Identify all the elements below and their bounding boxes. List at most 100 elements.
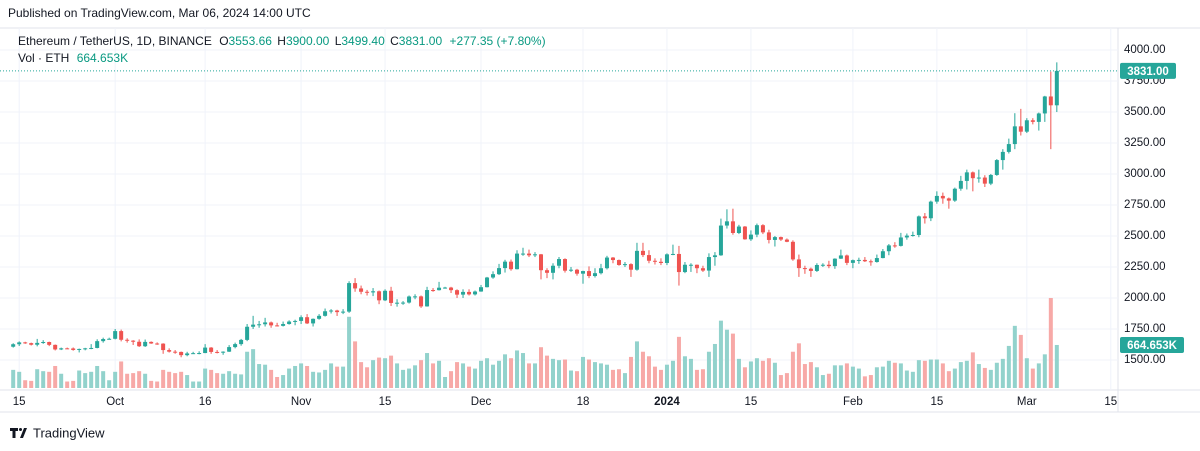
volume-bar <box>724 329 729 388</box>
volume-bar <box>281 375 286 388</box>
price-tag: 3831.00 <box>1127 66 1169 78</box>
candle-body <box>125 339 130 341</box>
volume-bar <box>1018 334 1023 388</box>
legend-key: H <box>277 34 286 48</box>
volume-bar <box>155 381 160 388</box>
volume-bar <box>431 363 436 388</box>
candle-body <box>467 291 472 295</box>
volume-bar <box>59 373 64 388</box>
volume-bar <box>521 353 526 388</box>
candle-body <box>17 342 22 345</box>
candle-body <box>377 291 382 301</box>
volume-bar <box>485 358 490 388</box>
volume-bar <box>107 380 112 388</box>
candle-body <box>916 216 921 235</box>
candle-body <box>934 195 939 202</box>
candle-body <box>760 225 765 233</box>
legend-open: 3553.66 <box>229 34 273 48</box>
y-tick-label: 1750.00 <box>1124 323 1166 335</box>
volume-bar <box>652 366 657 388</box>
x-tick-label: Mar <box>1017 396 1037 408</box>
x-tick-label: 15 <box>1104 396 1117 408</box>
candle-body <box>491 274 496 278</box>
candle-body <box>796 259 801 269</box>
candle-body <box>29 343 34 345</box>
candle-body <box>700 268 705 271</box>
volume-bar <box>784 373 789 388</box>
volume-bar <box>383 358 388 388</box>
volume-bar <box>161 369 166 388</box>
volume-bar <box>1030 368 1035 388</box>
volume-bar <box>742 367 747 388</box>
x-tick-label: 2024 <box>654 396 680 408</box>
volume-bar <box>503 354 508 388</box>
volume-tag: 664.653K <box>1127 340 1178 352</box>
volume-bar <box>754 358 759 388</box>
x-tick-label: 15 <box>13 396 26 408</box>
volume-bar <box>227 371 232 388</box>
candle-body <box>610 257 615 261</box>
candle-body <box>473 291 478 295</box>
volume-bar <box>245 351 250 388</box>
volume-bar <box>29 380 34 388</box>
candle-body <box>1054 70 1059 106</box>
legend-low: 3499.40 <box>341 34 385 48</box>
volume-bar <box>778 375 783 388</box>
volume-bar <box>413 365 418 388</box>
candle-body <box>844 255 849 263</box>
candle-body <box>443 287 448 289</box>
candle-body <box>41 342 46 344</box>
candle-body <box>718 225 723 256</box>
volume-bar <box>275 376 280 388</box>
volume-bar <box>844 363 849 388</box>
candle-body <box>1012 126 1017 145</box>
volume-bar <box>173 373 178 388</box>
candle-body <box>47 342 52 345</box>
candle-body <box>197 353 202 355</box>
candle-body <box>425 290 430 307</box>
volume-bar <box>1036 363 1041 388</box>
volume-bar <box>437 360 442 388</box>
candle-body <box>814 264 819 271</box>
volume-bar <box>706 351 711 388</box>
candle-body <box>353 283 358 289</box>
candle-body <box>233 344 238 348</box>
candle-body <box>742 226 747 240</box>
volume-bar <box>467 366 472 388</box>
candle-body <box>706 257 711 271</box>
volume-bar <box>77 370 82 388</box>
candle-body <box>676 253 681 273</box>
candle-body <box>1042 96 1047 114</box>
volume-bar <box>47 371 52 388</box>
volume-bar <box>658 369 663 388</box>
logo-icon <box>10 428 27 438</box>
volume-bar <box>365 367 370 388</box>
volume-bar <box>359 362 364 388</box>
volume-bar <box>71 380 76 388</box>
candle-body <box>239 339 244 345</box>
volume-bar <box>515 350 520 388</box>
candle-body <box>257 324 262 326</box>
volume-bar <box>389 355 394 388</box>
volume-bar <box>1042 354 1047 388</box>
candle-body <box>281 324 286 326</box>
volume-legend: Vol · ETH 664.653K <box>18 51 128 65</box>
y-tick-label: 2250.00 <box>1124 261 1166 273</box>
volume-bar <box>604 364 609 388</box>
candle-body <box>365 291 370 293</box>
legend-key: O <box>219 34 228 48</box>
volume-bar <box>856 368 861 388</box>
candle-body <box>527 253 532 256</box>
candle-body <box>838 255 843 259</box>
volume-bar <box>473 368 478 388</box>
candle-body <box>23 342 28 344</box>
candles <box>11 62 1059 358</box>
y-tick-label: 2500.00 <box>1124 230 1166 242</box>
volume-bar <box>263 364 268 388</box>
volume-bar <box>874 367 879 388</box>
volume-bar <box>850 366 855 388</box>
candle-body <box>179 351 184 356</box>
candle-body <box>568 269 573 271</box>
candle-body <box>766 232 771 240</box>
candle-body <box>1048 96 1053 106</box>
